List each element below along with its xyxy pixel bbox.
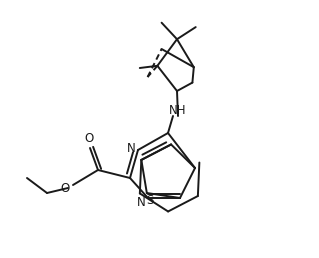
Text: N: N [137,196,145,208]
Text: O: O [84,133,93,146]
Text: N: N [127,141,135,155]
Text: NH: NH [169,104,187,117]
Text: O: O [60,181,70,195]
Text: S: S [146,194,153,206]
